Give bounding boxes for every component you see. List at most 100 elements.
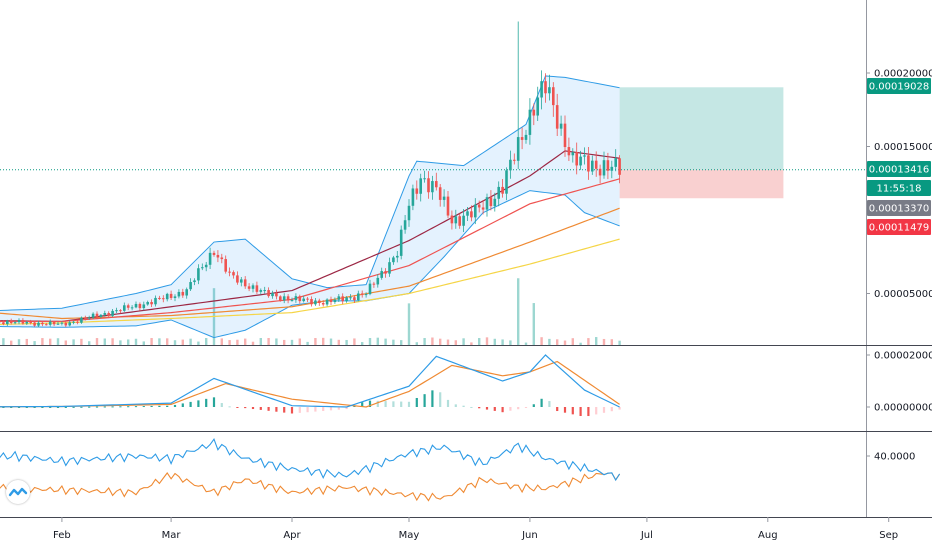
candle-body — [396, 255, 399, 258]
volume-bar — [517, 278, 520, 345]
volume-bar — [103, 338, 106, 345]
volume-bar — [501, 339, 504, 345]
candle-body — [201, 267, 204, 269]
volume-bar — [64, 340, 67, 345]
candle-body — [212, 252, 216, 255]
candle-body — [146, 302, 149, 305]
candle-body — [13, 322, 17, 324]
candle-body — [189, 282, 192, 290]
macd-histogram-bar — [33, 407, 36, 408]
macd-histogram-bar — [337, 407, 340, 410]
candle-body — [259, 290, 263, 292]
candle-body — [524, 134, 528, 140]
volume-bar — [251, 341, 255, 345]
volume-bar — [56, 338, 60, 345]
volume-bar — [158, 338, 161, 345]
macd-histogram-bar — [587, 407, 590, 417]
candle-body — [493, 198, 497, 207]
candles — [0, 21, 621, 328]
volume-bar — [127, 339, 130, 345]
macd-histogram-bar — [127, 406, 130, 408]
candle-body — [474, 204, 477, 218]
candle-body — [9, 320, 13, 324]
candle-body — [165, 293, 169, 300]
candle-body — [563, 123, 567, 148]
lower-tick-label: 40.0000 — [874, 452, 915, 463]
candle-body — [298, 296, 302, 302]
candle-body — [427, 178, 430, 193]
candle-body — [399, 229, 403, 256]
candle-body — [477, 204, 481, 208]
candle-body — [193, 280, 196, 283]
bollinger-upper — [0, 75, 620, 311]
volume-bar — [41, 338, 44, 345]
price-badge-label: 0.00013370 — [869, 204, 929, 215]
candle-body — [216, 254, 220, 258]
macd-pane — [0, 354, 621, 417]
macd-histogram-bar — [166, 405, 169, 407]
volume-bar — [548, 338, 551, 345]
candle-body — [80, 317, 83, 323]
time-tick-label: Jun — [521, 530, 538, 541]
macd-histogram-bar — [197, 400, 200, 407]
volume-bar — [290, 339, 294, 345]
macd-histogram-bar — [134, 406, 138, 408]
volume-bar — [454, 340, 457, 345]
volume-bar — [361, 342, 364, 345]
macd-histogram-bar — [407, 401, 411, 407]
lower-orange-line — [0, 472, 621, 502]
macd-histogram-bar — [283, 407, 286, 413]
volume-bar — [392, 339, 395, 345]
volume-bar — [236, 339, 239, 345]
candle-body — [52, 321, 56, 325]
candle-body — [185, 289, 188, 296]
candle-body — [60, 322, 64, 324]
macd-histogram-bar — [306, 407, 309, 413]
candle-body — [360, 293, 364, 295]
macd-histogram-bar — [509, 407, 512, 411]
volume-bar — [532, 303, 535, 345]
price-badge — [867, 161, 931, 177]
macd-histogram-bar — [49, 407, 52, 408]
candle-body — [606, 160, 610, 171]
macd-histogram-bar — [56, 407, 60, 408]
macd-histogram-bar — [205, 398, 208, 407]
macd-histogram-bar — [329, 407, 333, 411]
macd-histogram-bar — [384, 401, 387, 407]
candle-body — [505, 170, 508, 194]
volume-bar — [166, 338, 169, 345]
volume-bar — [322, 337, 325, 345]
macd-histogram-bar — [41, 407, 44, 408]
volume-bar — [228, 340, 231, 345]
candle-body — [115, 310, 118, 312]
candle-body — [587, 155, 590, 172]
candle-body — [548, 87, 551, 94]
volume-bars — [2, 278, 621, 345]
candle-body — [56, 323, 60, 325]
macd-histogram-bar — [462, 405, 465, 407]
candle-body — [33, 322, 36, 326]
candle-body — [142, 304, 146, 309]
macd-histogram-bar — [80, 406, 83, 408]
price-badge — [867, 78, 931, 94]
volume-bar — [2, 338, 5, 345]
candle-body — [232, 272, 235, 276]
candle-body — [513, 159, 516, 161]
candle-body — [419, 178, 422, 194]
volume-bar — [376, 337, 379, 345]
candle-body — [618, 158, 621, 175]
candle-body — [544, 81, 547, 94]
macd-histogram-bar — [423, 394, 426, 407]
volume-bar — [88, 341, 91, 345]
lower-indicator-pane — [0, 438, 621, 502]
volume-bar — [134, 338, 138, 345]
volume-bar — [423, 338, 426, 345]
price-tick-label: 0.00020000 — [874, 69, 932, 80]
candle-body — [111, 310, 114, 316]
macd-histogram-bar — [517, 407, 520, 410]
volume-bar — [173, 340, 177, 345]
candle-body — [470, 211, 473, 218]
candle-body — [485, 197, 489, 210]
candle-body — [388, 262, 391, 274]
